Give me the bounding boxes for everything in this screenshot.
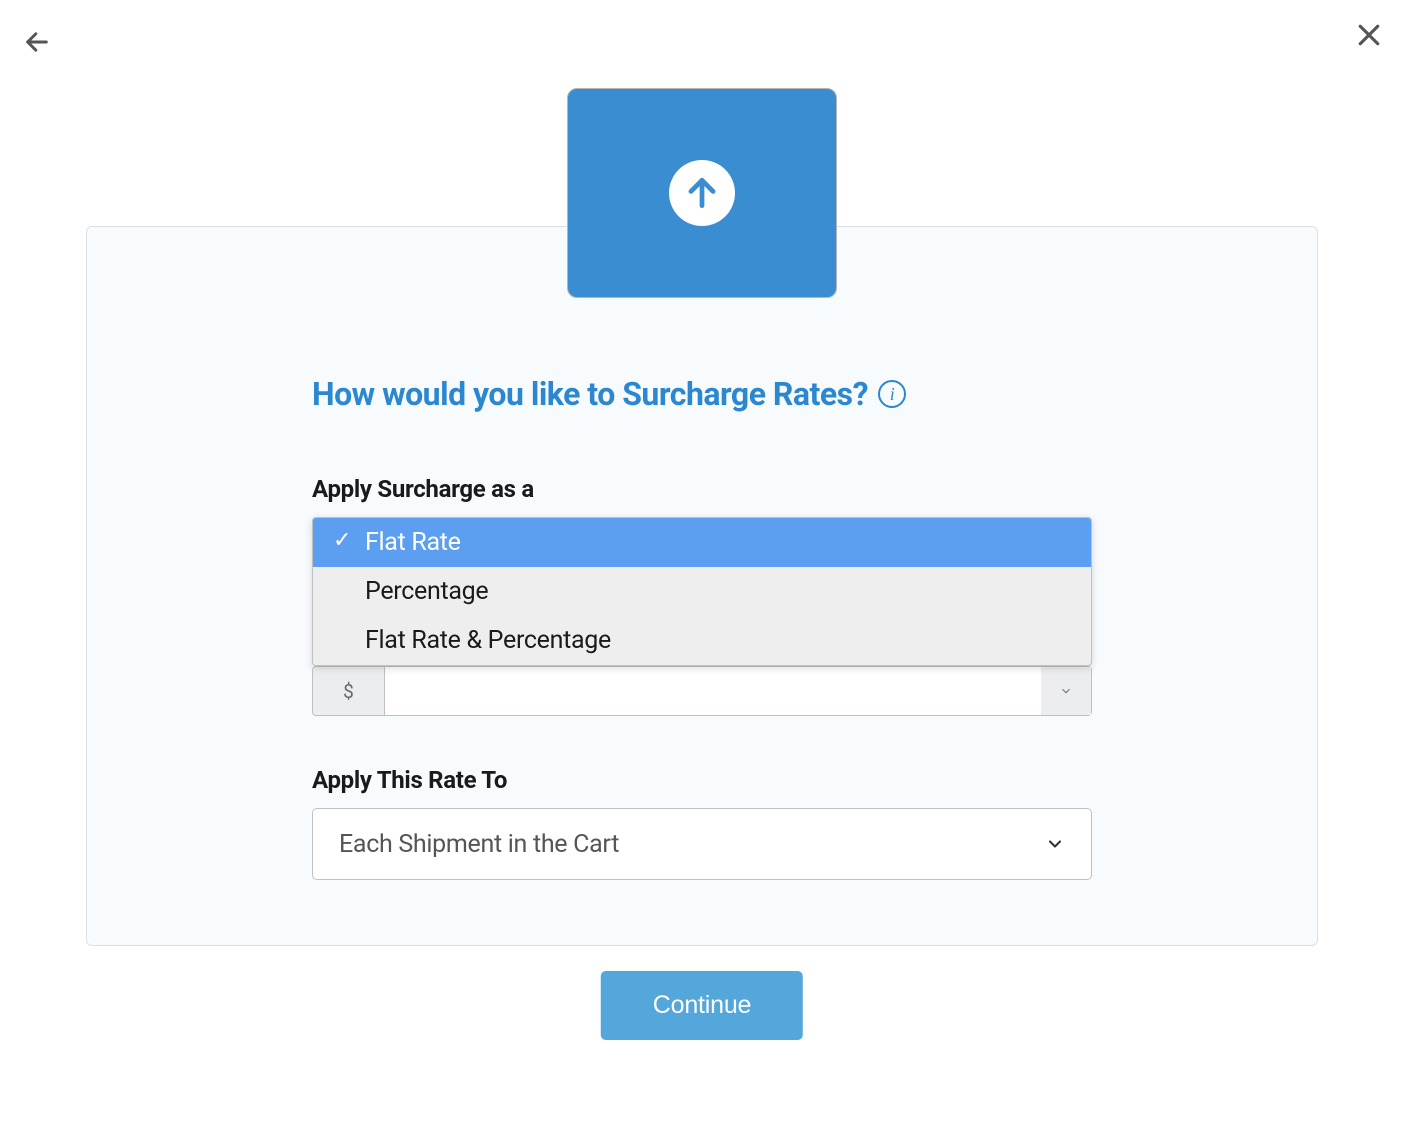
dropdown-option-percentage[interactable]: Percentage <box>313 567 1091 616</box>
amount-row: $ <box>312 666 1092 716</box>
close-icon <box>1354 20 1384 50</box>
apply-to-select[interactable]: Each Shipment in the Cart <box>312 808 1092 880</box>
amount-chevron[interactable] <box>1041 667 1091 715</box>
arrow-left-icon <box>23 28 51 56</box>
back-button[interactable] <box>15 20 59 68</box>
apply-to-label: Apply This Rate To <box>312 766 1092 794</box>
arrow-up-icon <box>683 174 721 212</box>
dropdown-option-flat-rate[interactable]: Flat Rate <box>313 518 1091 567</box>
continue-button[interactable]: Continue <box>601 971 803 1040</box>
surcharge-type-dropdown[interactable]: Flat Rate Percentage Flat Rate & Percent… <box>312 517 1092 666</box>
apply-to-value: Each Shipment in the Cart <box>339 830 619 859</box>
dollar-prefix: $ <box>312 666 384 716</box>
form-card: How would you like to Surcharge Rates? i… <box>86 226 1318 946</box>
amount-input[interactable] <box>384 666 1092 716</box>
hero-circle <box>669 160 735 226</box>
chevron-down-icon <box>1045 834 1065 854</box>
surcharge-type-label: Apply Surcharge as a <box>312 475 1092 503</box>
hero-icon <box>567 88 837 298</box>
dropdown-list: Flat Rate Percentage Flat Rate & Percent… <box>312 517 1092 666</box>
chevron-down-icon <box>1059 684 1073 698</box>
close-button[interactable] <box>1346 12 1392 62</box>
page-heading: How would you like to Surcharge Rates? i <box>312 375 1092 413</box>
heading-text: How would you like to Surcharge Rates? <box>312 375 868 413</box>
info-icon[interactable]: i <box>878 380 906 408</box>
dropdown-option-flat-and-percentage[interactable]: Flat Rate & Percentage <box>313 616 1091 665</box>
